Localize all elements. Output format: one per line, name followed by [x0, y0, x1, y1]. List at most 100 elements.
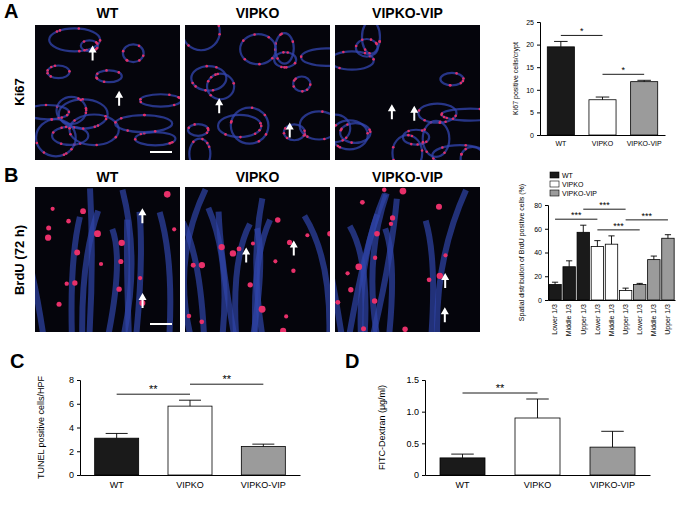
- tick-label: 0: [414, 470, 419, 480]
- tissue: [426, 221, 433, 332]
- axis-title: Ki67 positive cells/crypt: [512, 42, 520, 115]
- stained-cell: [138, 276, 142, 280]
- bar: [619, 291, 631, 301]
- tick: 80: [534, 202, 548, 209]
- stained-cell: [63, 153, 66, 156]
- tick-label: 25: [526, 19, 534, 26]
- stained-cell: [143, 114, 146, 117]
- stained-cell: [454, 115, 457, 118]
- tick: 40: [534, 249, 548, 256]
- tick-mark: [545, 205, 548, 206]
- tissue: [35, 105, 69, 119]
- tick-mark: [545, 300, 548, 301]
- tissue: [437, 190, 466, 332]
- stained-cell: [46, 225, 51, 230]
- stained-cell: [51, 118, 54, 121]
- stained-cell: [97, 124, 100, 127]
- stained-cell: [421, 149, 424, 152]
- stained-cell: [460, 153, 463, 156]
- tick-label: VIPKO-VIP: [241, 480, 286, 490]
- axis-line: [541, 135, 666, 136]
- stained-cell: [103, 80, 106, 83]
- tick-mark: [537, 67, 540, 68]
- tick-label: 2: [69, 447, 74, 457]
- tick: Upper 1/3: [664, 300, 672, 335]
- stained-cell: [390, 215, 395, 220]
- tick: VIPKO-VIP: [241, 475, 286, 490]
- scale-bar: [150, 151, 172, 153]
- stained-cell: [462, 77, 465, 80]
- stained-cell: [378, 40, 381, 43]
- stained-cell: [94, 230, 101, 237]
- y-axis: 02468: [69, 375, 81, 480]
- image-panel: [321, 187, 480, 337]
- tick: VIPKO: [176, 475, 204, 490]
- stained-cell: [355, 45, 358, 48]
- tick: 1.5: [406, 375, 425, 385]
- tissue: [231, 108, 269, 144]
- stained-cell: [93, 126, 96, 129]
- stained-cell: [360, 200, 365, 205]
- stained-cell: [212, 89, 215, 92]
- bar: [605, 244, 617, 300]
- stained-cell: [418, 109, 421, 112]
- stained-cell: [138, 45, 141, 48]
- stained-cell: [105, 118, 108, 121]
- tick-label: VIPKO-VIP: [590, 480, 635, 490]
- error-bar: [623, 288, 629, 290]
- stained-cell: [361, 326, 366, 331]
- axis-line: [426, 475, 651, 476]
- row-label: BrdU (72 h): [12, 225, 27, 295]
- stained-cell: [224, 133, 227, 136]
- stained-cell: [460, 153, 463, 156]
- stained-cell: [126, 129, 129, 132]
- stained-cell: [452, 117, 455, 120]
- tick-label: 20: [534, 273, 542, 280]
- stained-cell: [239, 136, 242, 139]
- stained-cell: [68, 111, 71, 114]
- stained-cell: [335, 124, 337, 127]
- tissue: [335, 115, 350, 143]
- bar: [648, 260, 660, 300]
- stained-cell: [104, 115, 107, 118]
- tick-label: 1.5: [406, 375, 419, 385]
- stained-cell: [345, 137, 348, 140]
- tick-mark: [77, 475, 80, 476]
- row-label: Ki67: [12, 78, 27, 105]
- tick: WT: [555, 135, 567, 147]
- significance-label: **: [222, 373, 231, 385]
- tick: 10: [526, 87, 540, 94]
- bar: [168, 406, 212, 475]
- tissue: [440, 73, 463, 86]
- stained-cell: [192, 141, 195, 144]
- stained-cell: [65, 152, 68, 155]
- tick-mark: [422, 412, 425, 413]
- stained-cell: [49, 75, 52, 78]
- tick-label: Middle 1/3: [608, 304, 615, 336]
- stained-cell: [364, 52, 367, 55]
- tick: WT: [110, 475, 124, 490]
- stained-cell: [118, 240, 124, 246]
- stained-cell: [301, 90, 304, 93]
- tissue: [82, 211, 98, 332]
- stained-cell: [248, 282, 253, 287]
- stained-cell: [291, 269, 295, 273]
- micrograph-background: [335, 25, 480, 160]
- stained-cell: [355, 263, 362, 270]
- stained-cell: [455, 72, 458, 75]
- stained-cell: [187, 126, 190, 129]
- bar: [631, 82, 658, 135]
- arrow: [215, 98, 223, 113]
- stained-cell: [54, 65, 57, 68]
- stained-cell: [437, 273, 443, 279]
- figure: AKi67WTVIPKOVIPKO-VIPBBrdU (72 h)WTVIPKO…: [0, 0, 683, 512]
- stained-cell: [171, 141, 174, 144]
- stained-cell: [199, 319, 204, 324]
- tissue: [275, 33, 294, 63]
- stained-cell: [271, 57, 274, 60]
- stained-cell: [425, 150, 428, 153]
- stained-cell: [43, 151, 46, 154]
- micrograph-background: [185, 25, 330, 160]
- tick-label: 15: [526, 64, 534, 71]
- tick: 5: [530, 109, 540, 116]
